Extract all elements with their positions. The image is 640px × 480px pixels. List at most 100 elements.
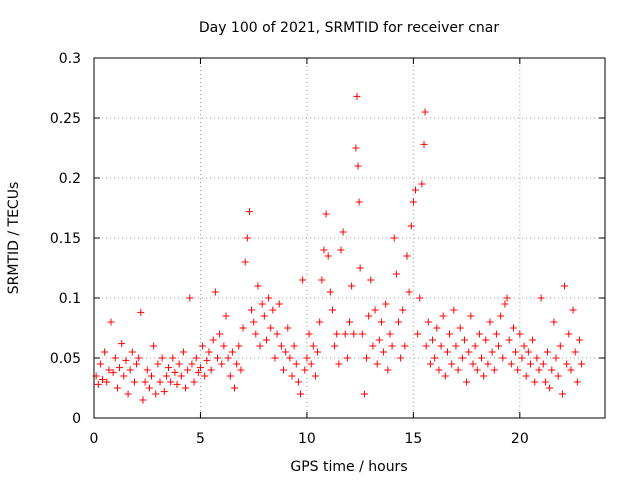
data-point [188, 360, 196, 368]
data-point [492, 330, 500, 338]
data-point [105, 366, 113, 374]
data-point [177, 372, 185, 380]
data-point [486, 318, 494, 326]
data-point [371, 306, 379, 314]
data-point [143, 366, 151, 374]
data-point [348, 282, 356, 290]
data-point [245, 208, 253, 216]
y-tick-label: 0.1 [59, 291, 81, 307]
data-point [301, 366, 309, 374]
data-point [314, 348, 322, 356]
data-point [252, 330, 260, 338]
data-point [228, 348, 236, 356]
data-point [346, 318, 353, 326]
data-point [267, 324, 275, 332]
data-point [297, 390, 305, 398]
data-point [248, 306, 256, 314]
data-point [524, 348, 532, 356]
data-point [169, 354, 177, 362]
data-point [192, 354, 200, 362]
data-point [409, 198, 417, 206]
data-point [456, 324, 464, 332]
data-point [571, 348, 579, 356]
data-point [552, 354, 560, 362]
data-point [196, 364, 204, 372]
data-point [478, 354, 486, 362]
data-point [363, 354, 371, 362]
data-point [203, 356, 211, 364]
data-point [429, 336, 437, 344]
data-point [416, 294, 424, 302]
data-point [137, 308, 145, 316]
data-point [490, 366, 498, 374]
data-point [311, 372, 319, 380]
data-point [139, 396, 147, 404]
data-point [320, 246, 328, 254]
data-point [205, 348, 213, 356]
data-point [439, 312, 447, 320]
data-point [422, 342, 430, 350]
data-point [250, 318, 258, 326]
data-point [120, 372, 128, 380]
data-points [92, 92, 586, 404]
data-point [113, 384, 121, 392]
data-point [520, 342, 528, 350]
data-point [333, 330, 341, 338]
data-point [433, 324, 441, 332]
y-tick-label: 0 [72, 411, 81, 427]
data-point [160, 388, 168, 396]
x-axis-label: GPS time / hours [290, 459, 407, 475]
data-point [482, 336, 490, 344]
data-point [288, 372, 296, 380]
data-point [460, 336, 468, 344]
data-point [96, 360, 104, 368]
data-point [256, 342, 264, 350]
data-point [452, 342, 460, 350]
data-point [182, 384, 190, 392]
chart-title: Day 100 of 2021, SRMTID for receiver cna… [199, 20, 500, 36]
data-point [501, 300, 509, 308]
data-point [343, 354, 351, 362]
data-point [326, 288, 334, 296]
data-point [275, 300, 283, 308]
data-point [303, 354, 311, 362]
data-point [567, 366, 575, 374]
data-point [135, 354, 143, 362]
data-point [407, 222, 415, 230]
data-point [165, 364, 173, 372]
data-point [373, 360, 381, 368]
data-point [355, 198, 363, 206]
data-point [495, 342, 503, 350]
x-tick-label: 10 [298, 431, 316, 447]
data-point [443, 348, 451, 356]
data-point [209, 336, 217, 344]
data-point [282, 348, 290, 356]
data-point [497, 312, 505, 320]
y-tick-label: 0.15 [50, 231, 81, 247]
data-point [399, 306, 407, 314]
data-point [554, 372, 562, 380]
data-point [392, 270, 400, 278]
data-point [258, 300, 266, 308]
data-point [377, 318, 385, 326]
data-point [380, 348, 388, 356]
data-point [469, 360, 477, 368]
data-point [141, 378, 149, 386]
data-point [507, 360, 515, 368]
data-point [154, 360, 162, 368]
data-point [569, 306, 577, 314]
x-tick-label: 0 [90, 431, 99, 447]
data-point [145, 384, 153, 392]
data-point [233, 360, 241, 368]
data-point [307, 360, 315, 368]
data-point [184, 366, 192, 374]
data-point [403, 252, 411, 260]
data-point [218, 360, 226, 368]
data-point [158, 354, 166, 362]
data-point [279, 366, 287, 374]
data-point [499, 354, 507, 362]
data-point [190, 378, 198, 386]
data-point [147, 372, 155, 380]
data-point [463, 378, 471, 386]
data-point [350, 330, 358, 338]
